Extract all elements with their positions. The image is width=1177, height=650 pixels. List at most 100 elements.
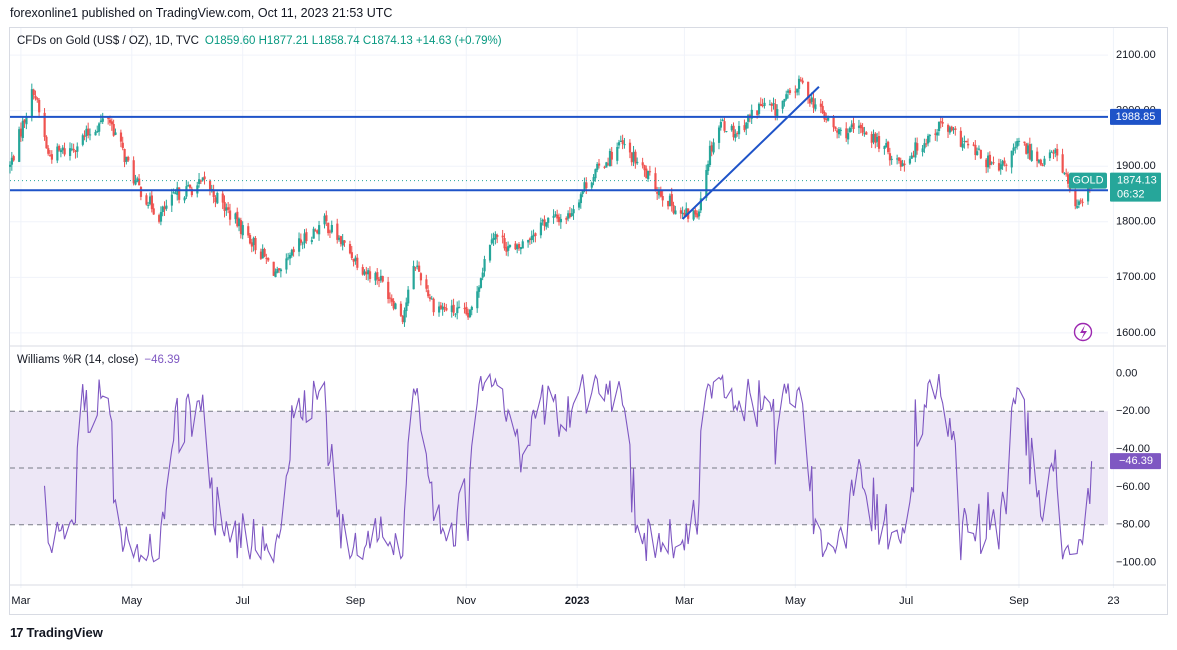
candle xyxy=(1037,159,1041,163)
candle xyxy=(178,187,181,200)
symbol-title[interactable]: CFDs on Gold (US$ / OZ), 1D, TVC xyxy=(17,35,199,47)
candle xyxy=(263,249,266,257)
time-tick-label: 23 xyxy=(1107,595,1119,607)
candle xyxy=(174,193,177,195)
time-tick-label: Mar xyxy=(11,595,30,607)
candle xyxy=(99,120,103,123)
candle xyxy=(465,306,468,315)
candle xyxy=(363,271,366,275)
candle xyxy=(501,235,504,238)
candle xyxy=(388,297,392,299)
candle xyxy=(937,121,941,132)
candle xyxy=(254,238,257,251)
candle xyxy=(567,213,570,219)
candle xyxy=(419,273,423,281)
tradingview-brand: TradingView xyxy=(26,625,103,640)
candle xyxy=(901,163,904,167)
candle xyxy=(772,103,775,105)
candle xyxy=(483,259,486,272)
candle xyxy=(785,94,788,100)
candle xyxy=(1054,149,1057,154)
candle xyxy=(903,163,906,166)
candle xyxy=(76,146,79,152)
candle xyxy=(368,271,372,279)
chart-frame xyxy=(9,27,1168,615)
candle xyxy=(327,222,330,234)
candle xyxy=(221,193,224,203)
candle xyxy=(997,163,1001,171)
wr-line xyxy=(43,372,1093,564)
candle xyxy=(928,135,932,137)
candle xyxy=(23,119,26,123)
candle xyxy=(352,259,355,262)
candle xyxy=(110,121,114,125)
candle xyxy=(558,217,561,223)
candle xyxy=(712,142,715,153)
candle xyxy=(314,230,317,232)
candle xyxy=(814,104,817,110)
lightning-bolt-icon xyxy=(1080,325,1087,340)
candle xyxy=(539,222,543,236)
candle xyxy=(494,234,497,240)
candle xyxy=(19,128,23,137)
candle xyxy=(323,215,326,225)
candle xyxy=(630,152,633,163)
candle xyxy=(476,291,479,309)
candle xyxy=(325,215,328,222)
candle xyxy=(101,118,104,122)
candle xyxy=(976,151,979,155)
candle xyxy=(876,136,879,142)
candle xyxy=(87,128,90,136)
candle xyxy=(81,135,84,145)
candle xyxy=(934,133,937,135)
candle xyxy=(121,142,124,149)
candle xyxy=(185,186,188,197)
candle xyxy=(252,237,255,246)
tradingview-footer[interactable]: 17 TradingView xyxy=(10,625,103,640)
candle xyxy=(107,117,110,119)
candle xyxy=(341,240,344,246)
candle xyxy=(330,224,333,233)
candle xyxy=(390,298,393,302)
candle xyxy=(310,240,313,242)
candle xyxy=(559,218,563,223)
candle xyxy=(936,132,939,136)
candle xyxy=(503,238,506,249)
candle xyxy=(870,134,873,143)
candle xyxy=(72,148,75,151)
candle xyxy=(401,315,404,322)
candle xyxy=(734,134,737,138)
candle xyxy=(367,270,370,275)
candle xyxy=(939,121,942,123)
candle xyxy=(236,211,239,227)
candle xyxy=(1076,206,1079,208)
candle xyxy=(608,150,612,167)
wr-tick-label: −80.00 xyxy=(1116,519,1150,531)
candle xyxy=(965,140,968,143)
candle xyxy=(63,148,66,155)
indicator-title[interactable]: Williams %R (14, close) xyxy=(17,354,139,366)
candle xyxy=(732,125,735,138)
candle xyxy=(610,151,613,160)
candle xyxy=(152,208,155,215)
candle xyxy=(1081,201,1084,203)
candle xyxy=(208,180,212,191)
candle xyxy=(516,244,519,250)
candle xyxy=(641,162,644,166)
candle xyxy=(228,210,232,220)
candle xyxy=(914,142,917,158)
candle xyxy=(757,103,761,114)
price-tick-label: 1900.00 xyxy=(1116,160,1156,172)
candle xyxy=(350,252,353,259)
candle xyxy=(216,192,219,204)
candle xyxy=(10,157,14,165)
candle xyxy=(34,95,37,99)
candle xyxy=(348,244,352,254)
candle xyxy=(607,163,610,165)
candle xyxy=(30,89,34,117)
candle xyxy=(927,135,930,144)
candle xyxy=(132,160,135,184)
candle xyxy=(532,234,535,237)
candle xyxy=(603,166,606,168)
